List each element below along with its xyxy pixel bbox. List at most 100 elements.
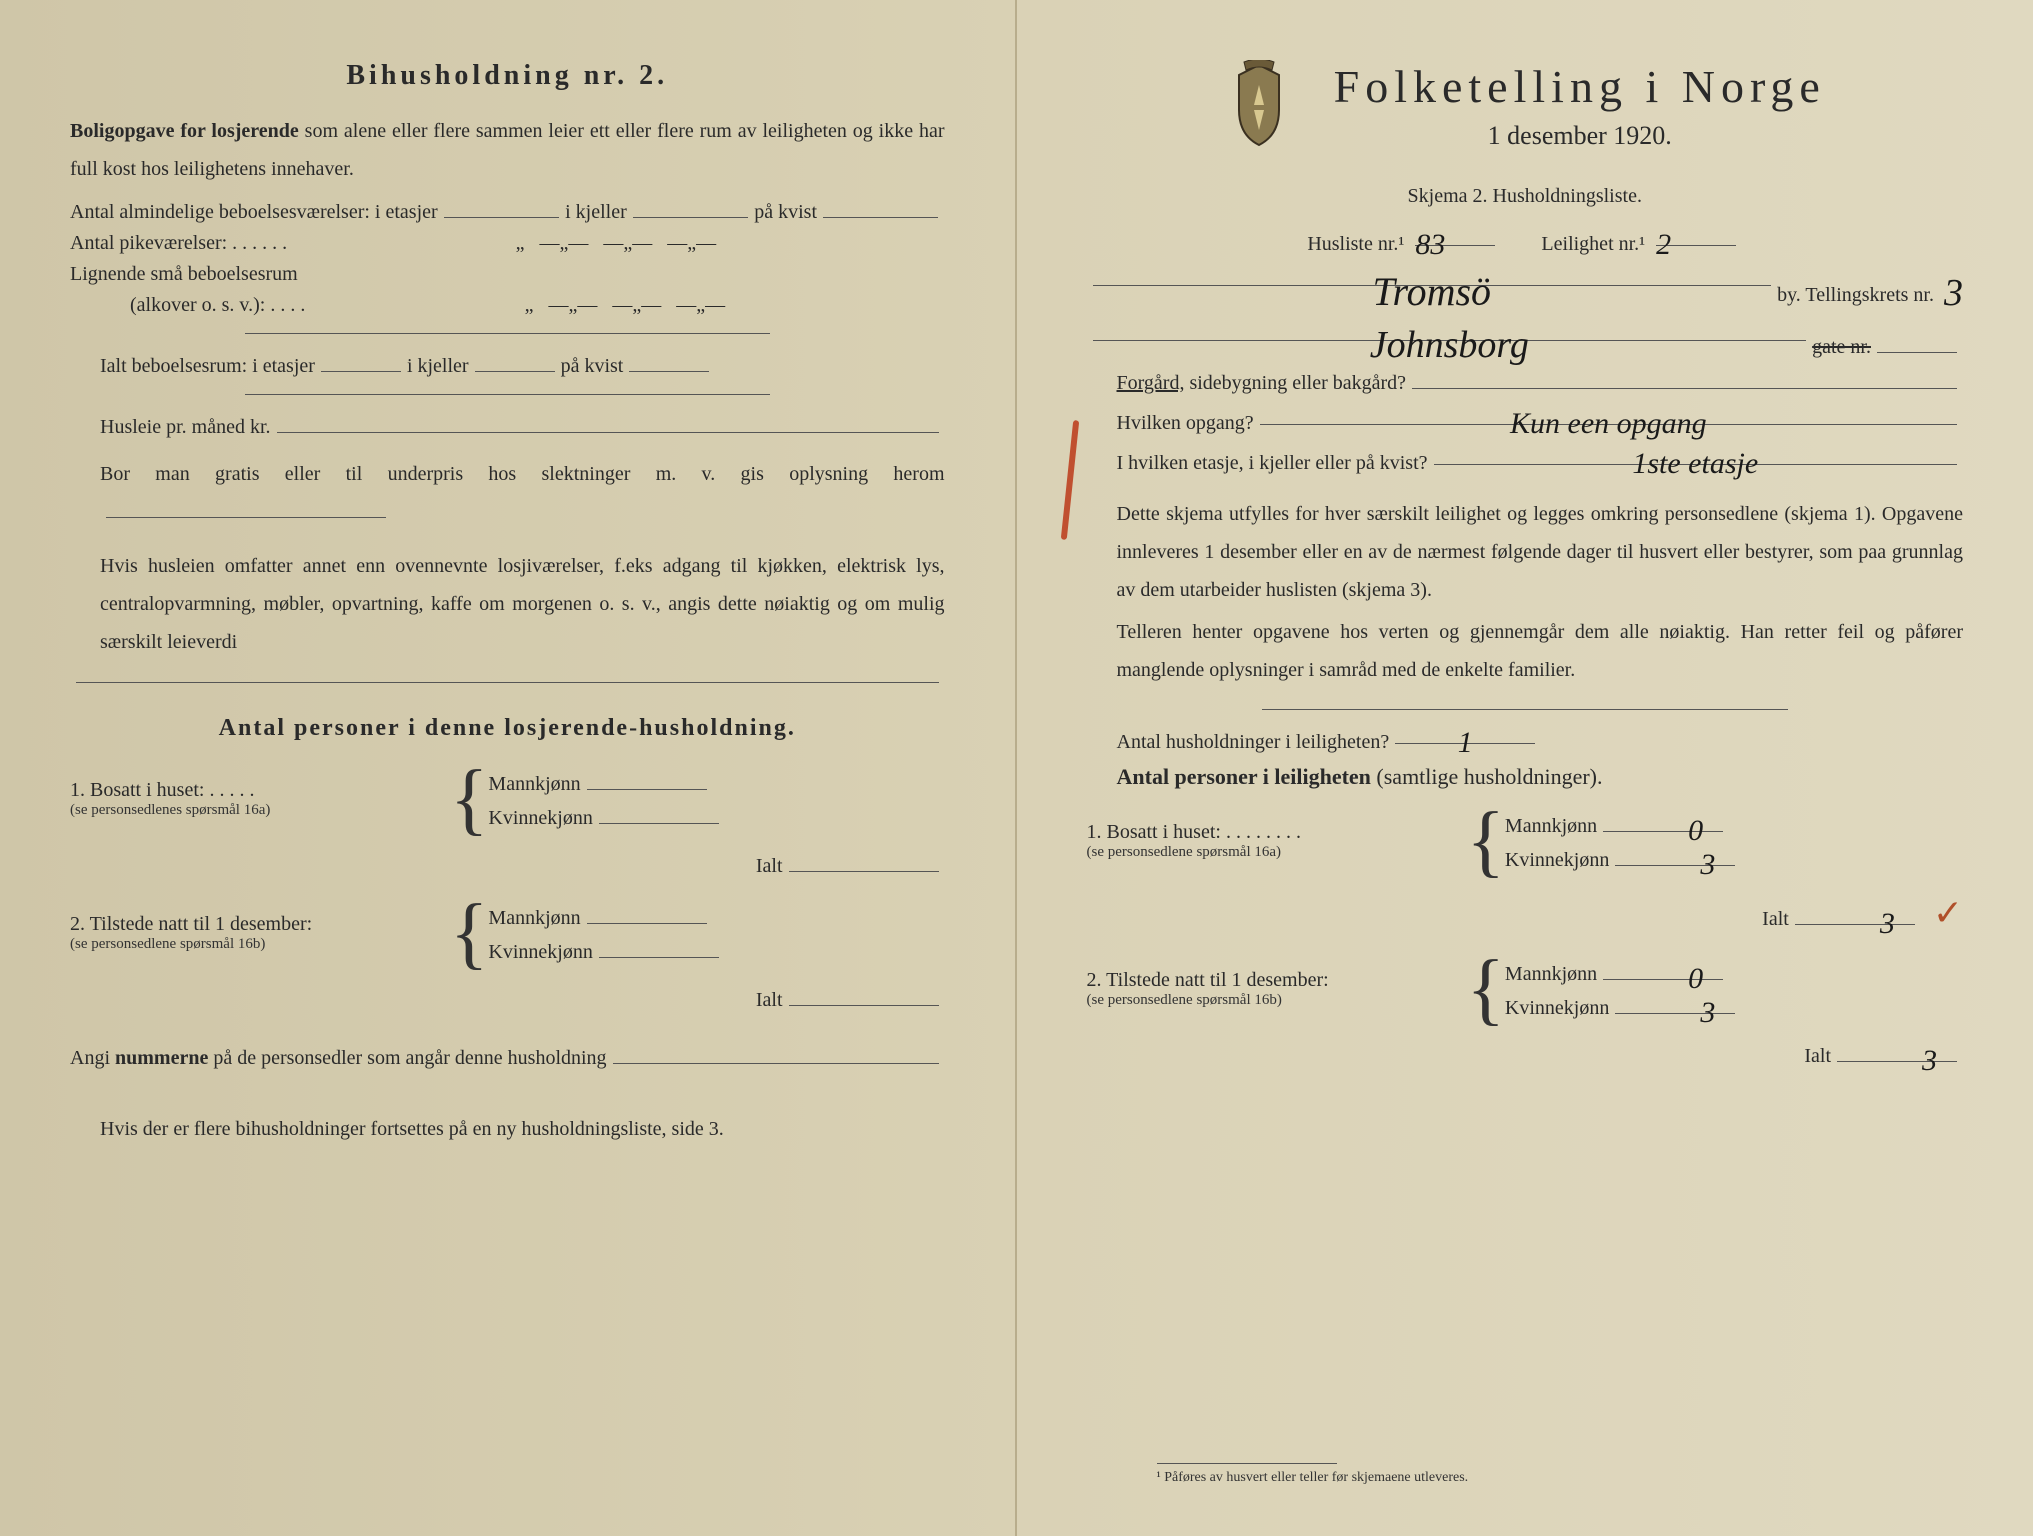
flere-text: Hvis der er flere bihusholdninger fortse… — [100, 1110, 945, 1148]
leilighet-label: Leilighet nr.¹ — [1541, 233, 1645, 255]
ialt-room-label: Ialt beboelsesrum: — [100, 355, 247, 378]
kvinne-label: Kvinnekjønn — [488, 807, 592, 830]
rooms-end: på kvist — [754, 201, 817, 224]
hush-label: Antal husholdninger i leiligheten? — [1117, 731, 1390, 754]
etasje-line: I hvilken etasje, i kjeller eller på kvi… — [1117, 443, 1964, 475]
hush-line: Antal husholdninger i leiligheten? 1 — [1117, 722, 1964, 754]
para2: Telleren henter opgavene hos verten og g… — [1117, 613, 1964, 689]
forgard-underline: Forgård, — [1117, 372, 1185, 395]
main-title: Folketelling i Norge — [1334, 60, 1826, 113]
opgang-label: Hvilken opgang? — [1117, 412, 1254, 435]
hvis-text: Hvis husleien omfatter annet enn ovennev… — [100, 547, 945, 661]
bosatt-m-value: 0 — [1688, 814, 1703, 848]
gratis-span: Bor man gratis eller til underpris hos s… — [100, 463, 945, 485]
krets-value: 3 — [1944, 271, 1963, 315]
footnote: ¹ Påføres av husvert eller teller før sk… — [1157, 1463, 1469, 1486]
bosatt-row: 1. Bosatt i huset: . . . . . (se persons… — [70, 762, 945, 836]
rooms-label: Antal almindelige beboelsesværelser: i e… — [70, 201, 438, 224]
right-section-title: Antal personer i leiligheten — [1117, 764, 1371, 790]
right-section-title-line: Antal personer i leiligheten (samtlige h… — [1117, 764, 1964, 790]
tilstede-ialt-value: 3 — [1922, 1044, 1937, 1078]
gate-line: Johnsborg gate nr. — [1087, 319, 1964, 359]
gate-label: gate nr. — [1812, 336, 1871, 359]
pike-label: Antal pikeværelser: . . . . . . — [70, 232, 287, 255]
r-mann-2: Mannkjønn — [1505, 963, 1597, 986]
opgang-line: Hvilken opgang? Kun een opgang — [1117, 403, 1964, 435]
r-kvinne: Kvinnekjønn — [1505, 849, 1609, 872]
r-ialt: Ialt — [1762, 908, 1789, 931]
left-section-title: Antal personer i denne losjerende-hushol… — [70, 715, 945, 742]
right-page: Folketelling i Norge 1 desember 1920. Sk… — [1017, 0, 2033, 1536]
angi-label: Angi nummerne på de personsedler som ang… — [70, 1047, 607, 1070]
etasje-value: 1ste etasje — [1632, 447, 1758, 480]
tilstede-m-value: 0 — [1688, 962, 1703, 996]
by-line: Tromsö by. Tellingskrets nr. 3 — [1087, 264, 1964, 311]
date-line: 1 desember 1920. — [1334, 121, 1826, 151]
alkover-line: (alkover o. s. v.): . . . . „ —„— —„— —„… — [130, 294, 945, 317]
brace-icon: { — [450, 775, 488, 823]
r-bosatt-row: 1. Bosatt i huset: . . . . . . . . (se p… — [1087, 804, 1964, 878]
r-tilstede-label: 2. Tilstede natt til 1 desember: — [1087, 969, 1467, 992]
ialt-etasje: i etasjer — [252, 355, 315, 378]
r-ialt-2: Ialt — [1804, 1045, 1831, 1068]
r-bosatt-note: (se personsedlene spørsmål 16a) — [1087, 844, 1467, 861]
forgard-rest: sidebygning eller bakgård? — [1189, 372, 1406, 395]
coat-of-arms-icon — [1224, 60, 1294, 155]
bosatt-ialt-value: 3 — [1880, 907, 1895, 941]
alkover-label: (alkover o. s. v.): . . . . — [130, 294, 305, 317]
tilstede-note: (se personsedlene spørsmål 16b) — [70, 936, 450, 953]
angi-line: Angi nummerne på de personsedler som ang… — [70, 1042, 945, 1070]
bosatt-k-value: 3 — [1700, 848, 1715, 882]
footnote-text: ¹ Påføres av husvert eller teller før sk… — [1157, 1470, 1469, 1485]
by-label: by. Tellingskrets nr. — [1777, 284, 1934, 307]
ialt-kvist: på kvist — [561, 355, 624, 378]
ialt-label: Ialt — [756, 855, 783, 878]
opgang-value: Kun een opgang — [1510, 407, 1707, 440]
r-tilstede-note: (se personsedlene spørsmål 16b) — [1087, 992, 1467, 1009]
brace-icon-2: { — [450, 909, 488, 957]
ialt-label-2: Ialt — [756, 989, 783, 1012]
leilighet-value: 2 — [1656, 228, 1671, 261]
tilstede-label: 2. Tilstede natt til 1 desember: — [70, 913, 450, 936]
husliste-value: 83 — [1415, 228, 1445, 261]
right-header: Folketelling i Norge 1 desember 1920. — [1087, 60, 1964, 175]
r-kvinne-2: Kvinnekjønn — [1505, 997, 1609, 1020]
forgard-line: Forgård, sidebygning eller bakgård? — [1117, 367, 1964, 395]
rooms-line: Antal almindelige beboelsesværelser: i e… — [70, 196, 945, 224]
lignende-line: Lignende små beboelsesrum — [70, 263, 945, 286]
red-mark-annotation — [1060, 420, 1079, 540]
husleie-line: Husleie pr. måned kr. — [100, 411, 945, 439]
ialt-kjeller: i kjeller — [407, 355, 469, 378]
bosatt-label: 1. Bosatt i huset: . . . . . — [70, 779, 450, 802]
checkmark-icon: ✓ — [1933, 892, 1963, 934]
bosatt-note: (se personsedlenes spørsmål 16a) — [70, 802, 450, 819]
gratis-text: Bor man gratis eller til underpris hos s… — [100, 455, 945, 531]
brace-icon-4: { — [1467, 965, 1505, 1013]
left-intro: Boligopgave for losjerende som alene ell… — [70, 112, 945, 188]
skjema-label: Skjema 2. Husholdningsliste. — [1087, 185, 1964, 208]
husliste-line: Husliste nr.¹ 83 Leilighet nr.¹ 2 — [1087, 224, 1964, 256]
para1: Dette skjema utfylles for hver særskilt … — [1117, 495, 1964, 609]
tilstede-row: 2. Tilstede natt til 1 desember: (se per… — [70, 896, 945, 970]
left-page: Bihusholdning nr. 2. Boligopgave for los… — [0, 0, 1017, 1536]
brace-icon-3: { — [1467, 817, 1505, 865]
pike-line: Antal pikeværelser: . . . . . . „ —„— —„… — [70, 232, 945, 255]
r-mann: Mannkjønn — [1505, 815, 1597, 838]
r-bosatt-label: 1. Bosatt i huset: . . . . . . . . — [1087, 821, 1467, 844]
mann-label-2: Mannkjønn — [488, 907, 580, 930]
mann-label: Mannkjønn — [488, 773, 580, 796]
etasje-label: I hvilken etasje, i kjeller eller på kvi… — [1117, 452, 1428, 475]
hush-value: 1 — [1458, 726, 1473, 759]
kvinne-label-2: Kvinnekjønn — [488, 941, 592, 964]
gate-value: Johnsborg — [1370, 324, 1529, 366]
husliste-label: Husliste nr.¹ — [1307, 233, 1404, 255]
rooms-mid: i kjeller — [565, 201, 627, 224]
husleie-label: Husleie pr. måned kr. — [100, 416, 271, 439]
lignende-label: Lignende små beboelsesrum — [70, 263, 298, 286]
ialt-room-line: Ialt beboelsesrum: i etasjer i kjeller p… — [100, 350, 945, 378]
right-section-sub: (samtlige husholdninger). — [1376, 764, 1602, 790]
r-tilstede-row: 2. Tilstede natt til 1 desember: (se per… — [1087, 952, 1964, 1026]
intro-bold: Boligopgave for losjerende — [70, 120, 299, 142]
by-value: Tromsö — [1372, 269, 1491, 314]
left-heading: Bihusholdning nr. 2. — [70, 60, 945, 92]
